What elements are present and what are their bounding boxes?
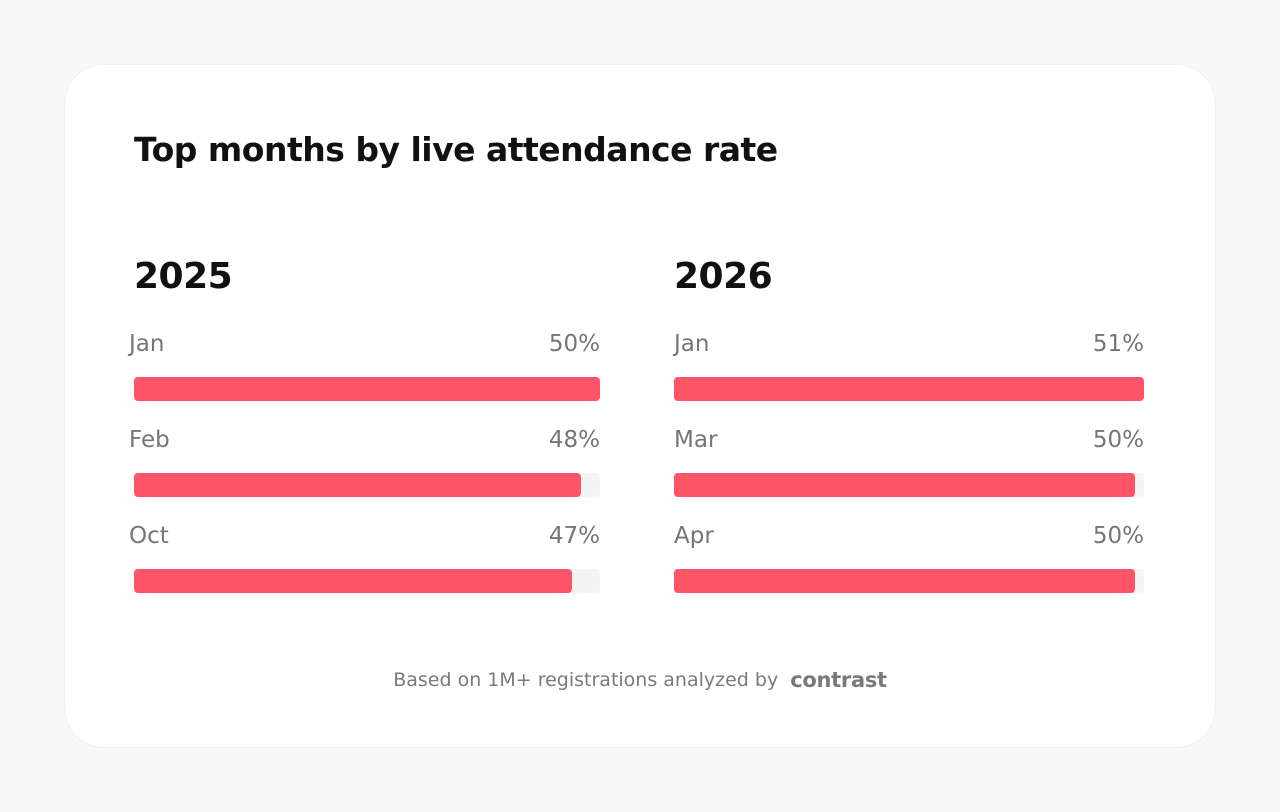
bar-row: Oct 47% xyxy=(129,523,600,619)
bar-row: Apr 50% xyxy=(674,523,1144,619)
bar-track xyxy=(134,377,600,401)
year-panel-2025: 2025 Jan 50% Feb 48% Oct 47% xyxy=(129,255,600,619)
bar-track xyxy=(674,377,1144,401)
bar xyxy=(674,569,1135,593)
bar-row: Mar 50% xyxy=(674,427,1144,523)
bar-track xyxy=(674,569,1144,593)
footer-text: Based on 1M+ registrations analyzed by xyxy=(393,669,779,691)
bar xyxy=(134,377,600,401)
chart-title: Top months by live attendance rate xyxy=(134,130,778,169)
year-heading: 2025 xyxy=(134,256,233,297)
month-label: Apr xyxy=(674,523,714,549)
year-panel-2026: 2026 Jan 51% Mar 50% Apr 50% xyxy=(674,255,1144,619)
month-label: Mar xyxy=(674,427,718,453)
bar xyxy=(134,473,582,497)
bar-rows: Jan 50% Feb 48% Oct 47% xyxy=(129,331,600,619)
value-label: 50% xyxy=(1092,523,1144,549)
contrast-logo: contrast xyxy=(790,668,887,692)
month-label: Jan xyxy=(129,331,165,357)
value-label: 50% xyxy=(1092,427,1144,453)
value-label: 50% xyxy=(548,331,600,357)
month-label: Feb xyxy=(129,427,170,453)
value-label: 47% xyxy=(548,523,600,549)
bar-row: Jan 51% xyxy=(674,331,1144,427)
bar xyxy=(674,473,1135,497)
bar xyxy=(134,569,573,593)
year-heading: 2026 xyxy=(674,256,773,297)
bar-rows: Jan 51% Mar 50% Apr 50% xyxy=(674,331,1144,619)
bar-row: Feb 48% xyxy=(129,427,600,523)
month-label: Jan xyxy=(674,331,710,357)
bar-track xyxy=(134,473,600,497)
month-label: Oct xyxy=(129,523,169,549)
bar-row: Jan 50% xyxy=(129,331,600,427)
chart-card xyxy=(64,64,1216,748)
source-footer: Based on 1M+ registrations analyzed by c… xyxy=(0,668,1280,692)
bar-track xyxy=(674,473,1144,497)
bar xyxy=(674,377,1144,401)
value-label: 48% xyxy=(548,427,600,453)
bar-track xyxy=(134,569,600,593)
value-label: 51% xyxy=(1092,331,1144,357)
